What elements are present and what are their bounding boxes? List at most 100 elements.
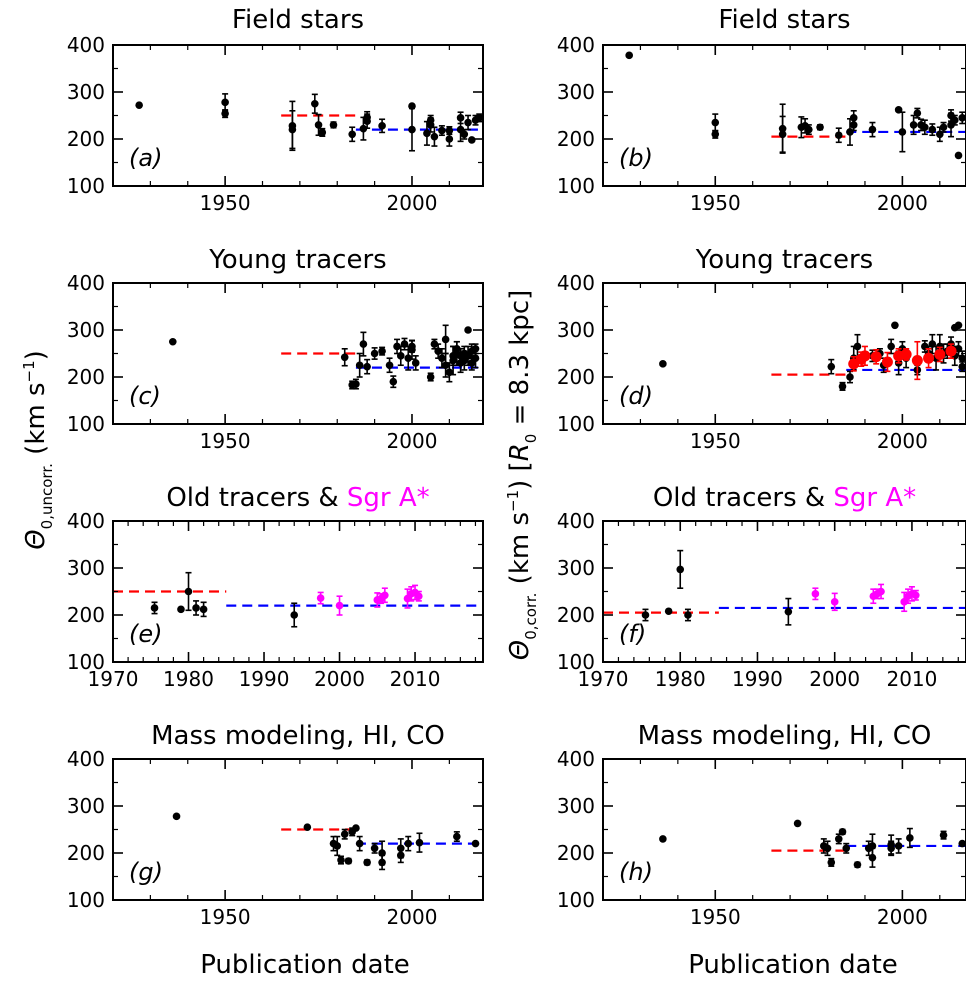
x-tick-label: 2000 <box>809 667 860 691</box>
data-series <box>135 93 483 152</box>
data-point <box>445 126 454 135</box>
data-point <box>408 125 416 134</box>
data-point <box>363 858 371 867</box>
data-point <box>950 116 959 124</box>
x-tick-label: 1990 <box>239 667 290 691</box>
data-point <box>335 601 344 610</box>
panel-title-text: Young tracers <box>695 245 873 275</box>
x-tick-label: 2000 <box>877 905 928 929</box>
data-point <box>659 835 667 843</box>
data-point <box>359 124 368 133</box>
data-point <box>355 361 364 370</box>
data-point <box>389 377 398 386</box>
data-point <box>423 129 431 138</box>
data-point <box>426 373 435 381</box>
data-point <box>438 126 446 135</box>
data-point <box>684 611 692 619</box>
data-point <box>881 356 893 368</box>
data-point <box>923 352 935 364</box>
data-point <box>664 607 673 616</box>
data-point <box>199 605 208 614</box>
y-tick-label: 100 <box>67 412 105 436</box>
y-tick-label: 300 <box>557 556 595 580</box>
data-point <box>868 125 877 134</box>
x-tick-label: 2000 <box>387 191 438 215</box>
data-point <box>827 362 836 371</box>
data-point <box>385 361 394 370</box>
x-tick-label: 1980 <box>655 667 706 691</box>
panel-letter: (b) <box>619 144 653 172</box>
data-point <box>471 354 480 363</box>
data-point <box>441 335 450 344</box>
data-point <box>784 607 793 616</box>
plot-frame <box>602 758 966 901</box>
x-tick-label: 2000 <box>387 429 438 453</box>
y-tick-label: 400 <box>557 747 595 771</box>
data-point <box>641 611 650 619</box>
data-point <box>898 128 907 136</box>
x-tick-label: 2000 <box>877 191 928 215</box>
data-point <box>939 831 948 839</box>
data-point <box>853 860 862 869</box>
data-point <box>460 130 469 139</box>
right-ylabel: Θ0,corr. (km s−1) [R0 = 8.3 kpc] <box>504 290 540 661</box>
data-point <box>928 125 937 134</box>
y-tick-label: 300 <box>557 318 595 342</box>
data-point <box>221 109 229 118</box>
x-tick-label: 2000 <box>387 905 438 929</box>
data-point <box>150 604 159 612</box>
data-series <box>848 340 957 381</box>
data-point <box>408 345 416 354</box>
data-point <box>870 351 882 363</box>
data-point <box>887 342 895 351</box>
data-series <box>150 571 299 628</box>
y-tick-label: 200 <box>557 603 595 627</box>
y-tick-label: 400 <box>67 509 105 533</box>
data-point <box>711 130 720 139</box>
y-tick-label: 100 <box>67 174 105 198</box>
chart-panel: Mass modeling, HI, CO 100 200 300 400 1950 200… <box>557 721 966 929</box>
data-point <box>816 123 824 132</box>
data-point <box>288 125 297 134</box>
data-point <box>846 128 854 136</box>
y-tick-label: 200 <box>557 127 595 151</box>
panel-title: Young tracers <box>208 245 386 275</box>
data-point <box>378 858 386 867</box>
chart-panel: Field stars 100 200 300 400 1950 2000 (b) <box>557 5 966 215</box>
x-tick-label: 1950 <box>200 905 251 929</box>
data-point <box>363 362 371 371</box>
panel-title-text: Field stars <box>718 5 850 35</box>
data-point <box>911 355 923 367</box>
data-point <box>348 130 356 139</box>
x-tick-label: 1990 <box>732 667 783 691</box>
data-series <box>641 549 793 626</box>
data-point <box>318 128 327 137</box>
plot-frame <box>602 282 966 425</box>
data-point <box>381 591 389 600</box>
data-point <box>711 118 720 127</box>
panel-letter: (f) <box>619 620 646 648</box>
data-point <box>430 132 439 141</box>
data-point <box>467 136 476 144</box>
x-axis-label-left: Publication date <box>200 950 410 980</box>
y-tick-label: 400 <box>67 271 105 295</box>
y-tick-label: 100 <box>557 174 595 198</box>
x-tick-label: 2000 <box>877 429 928 453</box>
data-point <box>168 337 177 346</box>
chart-panel: Mass modeling, HI, CO 100 200 300 400 1950 200… <box>67 721 484 929</box>
data-point <box>370 349 379 358</box>
data-series <box>811 583 920 613</box>
data-point <box>445 135 454 143</box>
x-tick-label: 1950 <box>690 191 741 215</box>
y-tick-label: 400 <box>557 33 595 57</box>
y-tick-label: 200 <box>557 841 595 865</box>
panel-title: Old tracers & Sgr A* <box>166 483 429 513</box>
left-ylabel: Θ0,uncorr. (km s−1) <box>20 350 56 550</box>
data-point <box>340 830 349 838</box>
data-point <box>359 340 368 348</box>
data-point <box>352 380 360 388</box>
y-tick-label: 300 <box>67 556 105 580</box>
panel-title-text: Old tracers & <box>166 483 347 513</box>
data-point <box>958 839 966 848</box>
data-point <box>177 605 185 614</box>
